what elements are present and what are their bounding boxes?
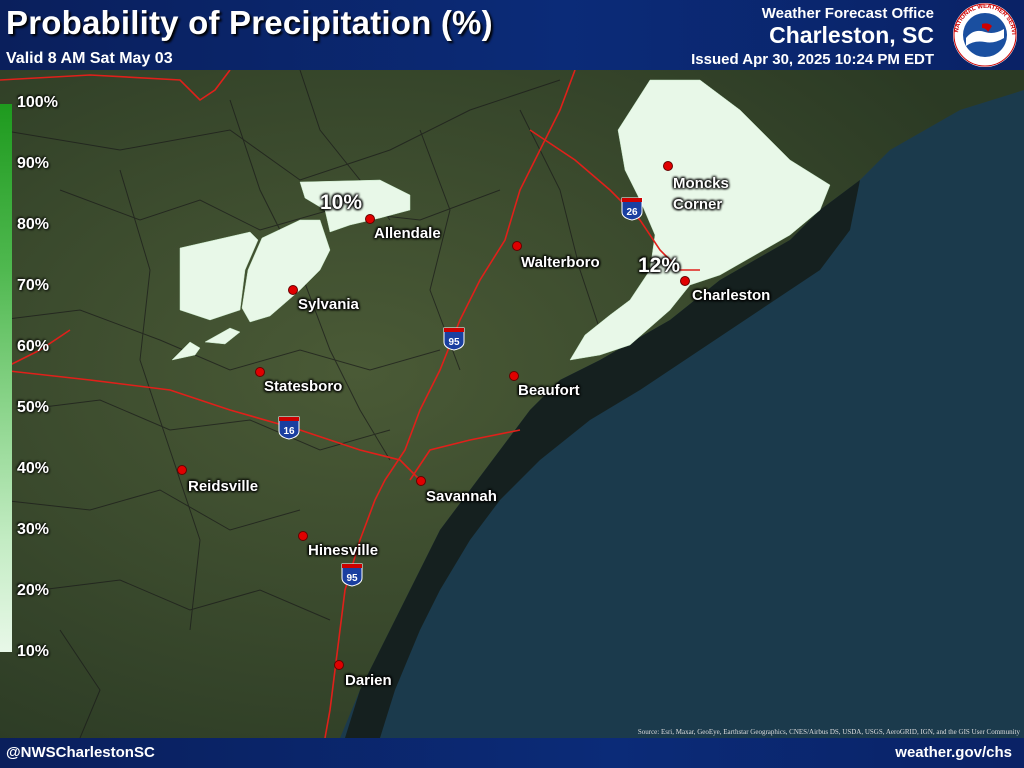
pop-value-label: 12% (638, 254, 681, 277)
footer-bar: @NWSCharlestonSC weather.gov/chs (0, 738, 1024, 768)
issued-time: Issued Apr 30, 2025 10:24 PM EDT (691, 51, 934, 68)
interstate-95-shield-south: 95 (341, 563, 363, 587)
header-bar: Probability of Precipitation (%) Valid 8… (0, 0, 1024, 70)
pop-area (171, 79, 831, 361)
map-area: 26 95 16 95 Allendale Sylvania Walterbor… (0, 70, 1024, 738)
map-canvas: 26 95 16 95 (0, 70, 1024, 738)
city-dot-hinesville (298, 531, 308, 541)
nws-logo: NATIONAL WEATHER SERVICE (952, 2, 1017, 67)
city-dot-statesboro (255, 367, 265, 377)
city-label-darien: Darien (345, 672, 392, 689)
interstate-26-shield: 26 (621, 197, 643, 221)
city-label-walterboro: Walterboro (521, 254, 600, 271)
city-label-sylvania: Sylvania (298, 296, 359, 313)
office-label: Weather Forecast Office (761, 5, 934, 22)
interstate-95-label-south: 95 (346, 573, 358, 584)
legend-label-70: 70% (17, 277, 50, 294)
legend-label-60: 60% (17, 338, 50, 355)
page-title: Probability of Precipitation (%) (6, 4, 493, 41)
legend-label-20: 20% (17, 582, 50, 599)
city-dot-beaufort (509, 371, 519, 381)
legend-color-bar (0, 104, 12, 652)
interstate-16-label: 16 (283, 426, 295, 437)
website-link[interactable]: weather.gov/chs (895, 744, 1012, 761)
city-label-allendale: Allendale (374, 225, 441, 242)
city-label-hinesville: Hinesville (308, 542, 379, 559)
legend-label-80: 80% (17, 216, 50, 233)
interstate-shields: 26 95 16 95 (278, 197, 643, 587)
coastal-marsh (345, 180, 860, 738)
city-label-statesboro: Statesboro (264, 378, 343, 395)
legend-label-90: 90% (17, 155, 50, 172)
map-source-credit: Source: Esri, Maxar, GeoEye, Earthstar G… (637, 728, 1020, 736)
city-dot-charleston (680, 276, 690, 286)
city-dot-darien (334, 660, 344, 670)
roads (0, 70, 700, 738)
city-dot-allendale (365, 214, 375, 224)
city-dot-sylvania (288, 285, 298, 295)
legend-label-100: 100% (17, 94, 58, 111)
city-label-reidsville: Reidsville (188, 478, 259, 495)
city-label-charleston: Charleston (692, 287, 771, 304)
pop-legend: 100% 90% 80% 70% 60% 50% 40% 30% 20% 10% (0, 94, 66, 660)
legend-label-30: 30% (17, 521, 50, 538)
interstate-26-label: 26 (626, 207, 638, 218)
pop-value-label: 10% (320, 191, 363, 214)
legend-label-40: 40% (17, 460, 50, 477)
city-label-beaufort: Beaufort (518, 382, 580, 399)
city-dot-reidsville (177, 465, 187, 475)
interstate-16-shield: 16 (278, 416, 300, 440)
city-dot-moncks-corner (663, 161, 673, 171)
interstate-95-label-north: 95 (448, 337, 460, 348)
city-label-moncks-corner: Moncks Corner (673, 175, 729, 213)
city-label-savannah: Savannah (426, 488, 497, 505)
office-name: Charleston, SC (769, 22, 934, 48)
legend-label-50: 50% (17, 399, 50, 416)
legend-label-10: 10% (17, 643, 50, 660)
city-dot-savannah (416, 476, 426, 486)
interstate-95-shield-north: 95 (443, 327, 465, 351)
city-dot-walterboro (512, 241, 522, 251)
social-handle[interactable]: @NWSCharlestonSC (6, 744, 155, 761)
valid-time: Valid 8 AM Sat May 03 (6, 50, 173, 67)
